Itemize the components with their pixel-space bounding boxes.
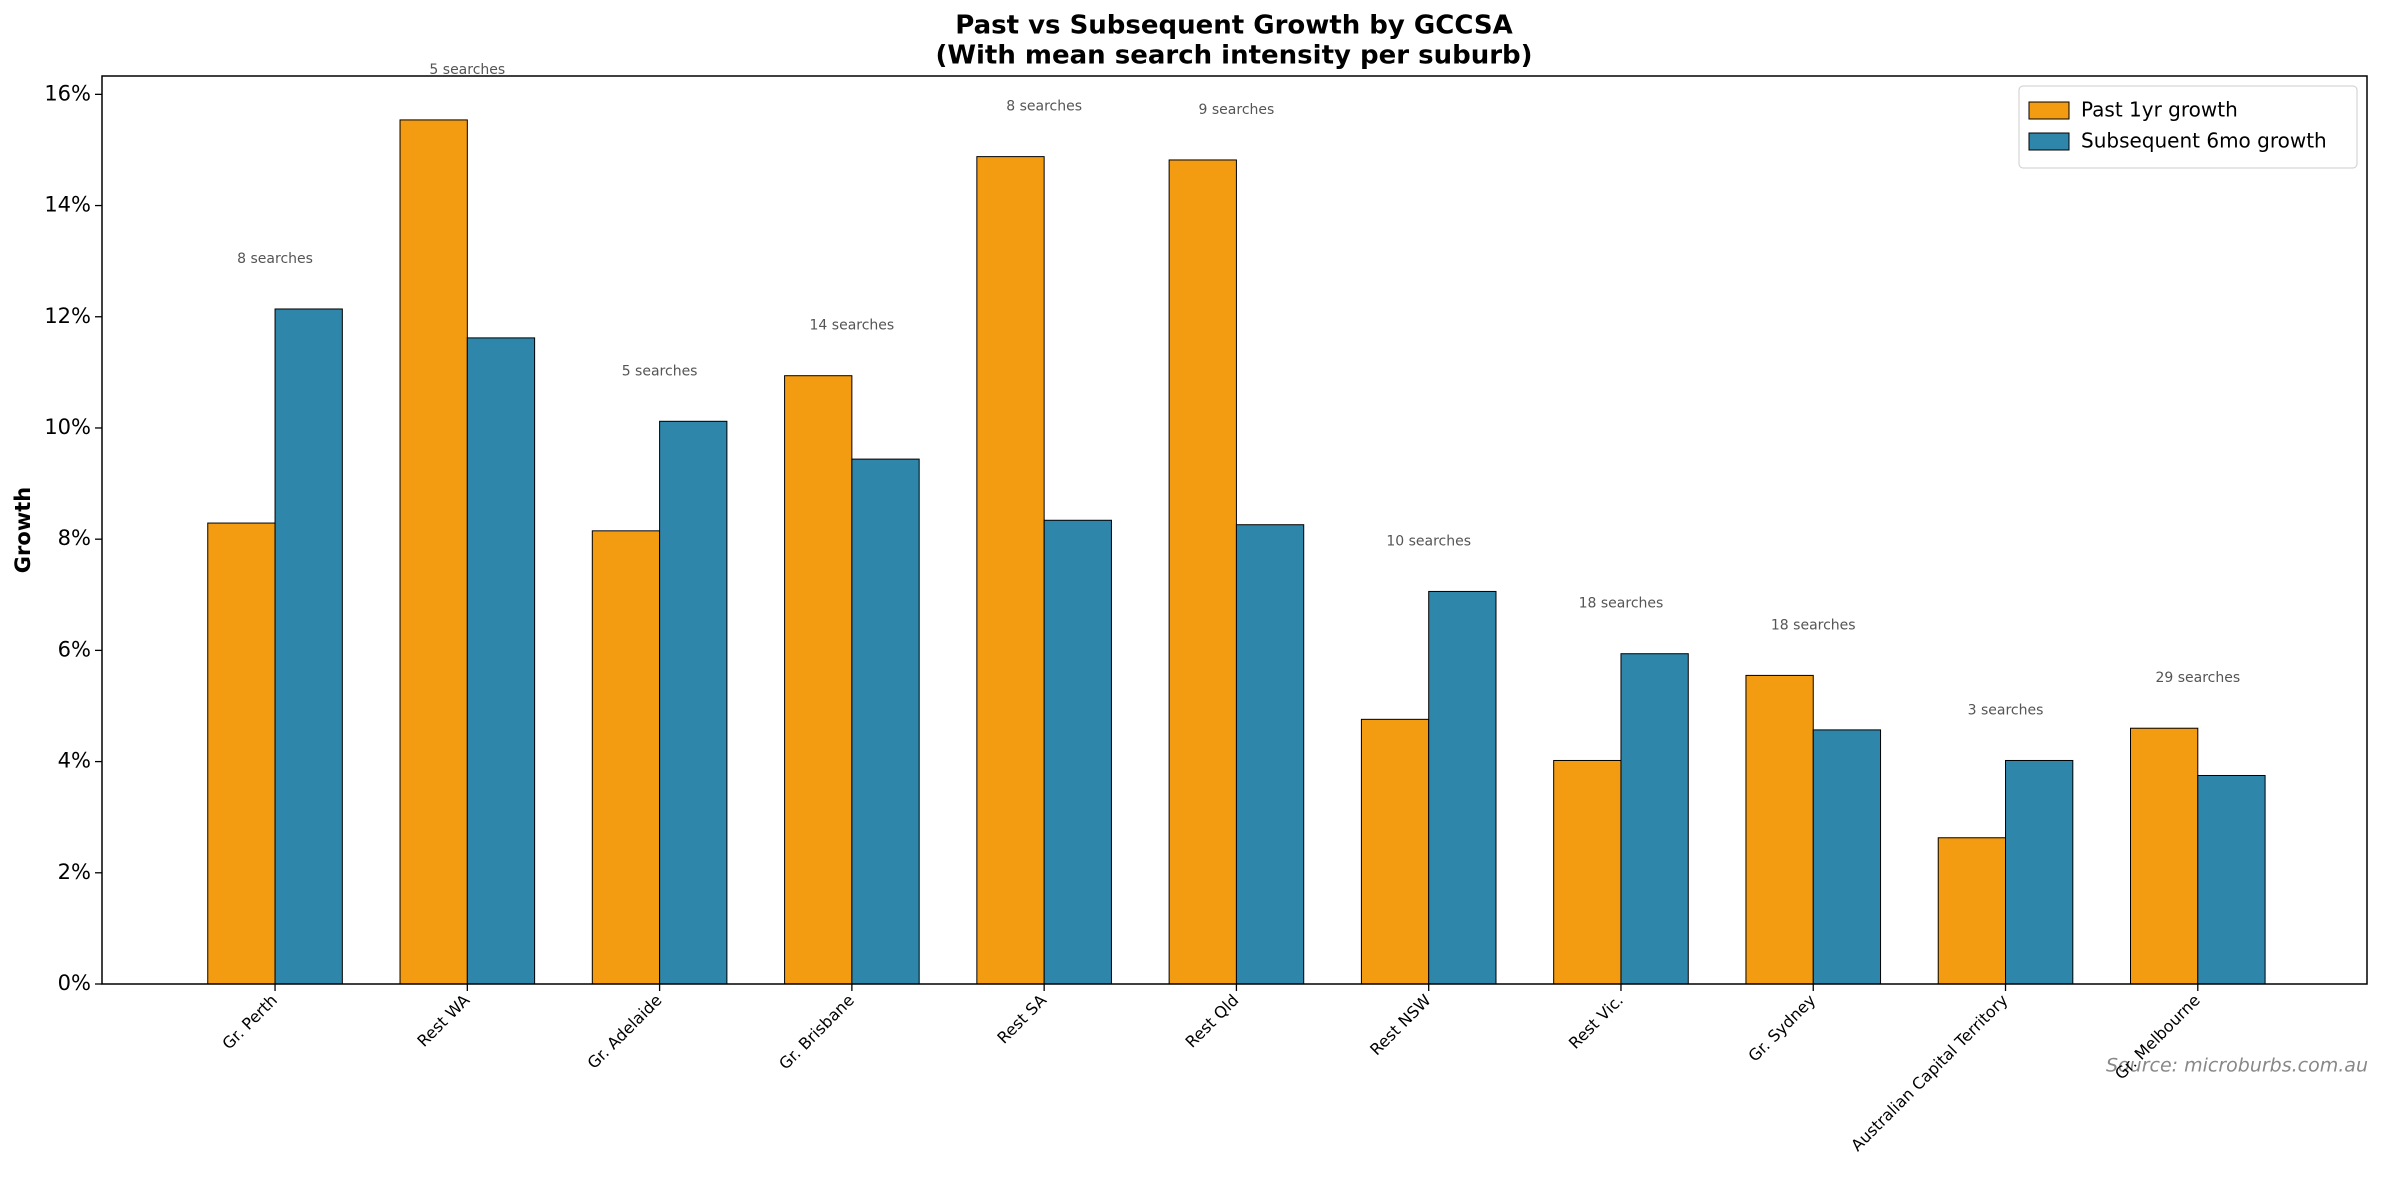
annotation: 3 searches — [1968, 702, 2044, 718]
bar — [2130, 727, 2199, 985]
bar — [1360, 718, 1430, 985]
bar — [1235, 524, 1305, 985]
annotation: 14 searches — [810, 318, 895, 334]
bar — [1745, 674, 1814, 985]
plot-frame — [101, 75, 2368, 985]
bar — [2197, 774, 2266, 985]
x-tick-label: Rest NSW — [1366, 990, 1435, 1059]
x-tick-label: Gr. Sydney — [1744, 991, 1819, 1066]
bar — [1428, 590, 1497, 985]
annotation: 9 searches — [1199, 102, 1275, 118]
x-tick-label: Rest SA — [993, 991, 1050, 1048]
annotation: 5 searches — [429, 62, 505, 78]
legend-label: Subsequent 6mo growth — [2081, 129, 2327, 153]
x-tick-label: Australian Capital Territory — [1847, 991, 2011, 1155]
bar — [2005, 759, 2074, 985]
bar — [1620, 653, 1689, 985]
x-tick-label: Gr. Adelaide — [584, 991, 666, 1073]
annotation: 8 searches — [1006, 99, 1082, 115]
annotation: 29 searches — [2155, 670, 2240, 686]
legend-swatch — [2028, 132, 2070, 151]
y-tick-label: 8% — [58, 526, 91, 550]
y-tick-label: 6% — [58, 637, 91, 661]
bar — [784, 375, 853, 985]
y-tick-label: 10% — [44, 415, 91, 439]
bar — [466, 337, 536, 985]
bar — [1812, 729, 1882, 985]
bar — [207, 522, 276, 985]
x-tick-label: Gr. Brisbane — [775, 991, 858, 1074]
y-tick-label: 14% — [44, 193, 91, 217]
x-tick-label: Rest WA — [413, 991, 473, 1051]
bar — [274, 308, 343, 985]
y-tick-label: 0% — [58, 971, 91, 995]
annotation: 18 searches — [1771, 617, 1856, 633]
y-tick-label: 2% — [58, 860, 91, 884]
bar — [851, 458, 920, 985]
legend-label: Past 1yr growth — [2081, 98, 2238, 122]
y-tick-label: 12% — [44, 304, 91, 328]
annotation: 5 searches — [622, 363, 698, 379]
chart-title: Past vs Subsequent Growth by GCCSA — [955, 11, 1513, 41]
bar — [1937, 837, 2007, 985]
y-axis-label: Growth — [11, 487, 35, 573]
legend-swatch — [2028, 101, 2070, 120]
x-tick-label: Rest Qld — [1182, 991, 1243, 1052]
bar — [399, 119, 468, 985]
legend: Past 1yr growth Subsequent 6mo growth — [2018, 85, 2358, 169]
annotation: 10 searches — [1386, 533, 1471, 549]
annotation: 18 searches — [1579, 596, 1664, 612]
bar — [976, 156, 1045, 985]
bar — [1043, 519, 1112, 985]
source-note: Source: microburbs.com.au — [2106, 1055, 2368, 1077]
x-tick-label: Rest Vic. — [1565, 991, 1627, 1053]
x-tick-label: Gr. Perth — [218, 991, 281, 1054]
legend-frame — [2018, 85, 2358, 169]
bar — [1168, 159, 1237, 985]
chart-subtitle: (With mean search intensity per suburb) — [935, 41, 1532, 71]
bar — [591, 530, 661, 985]
y-tick-label: 4% — [58, 749, 91, 773]
annotation: 8 searches — [237, 251, 313, 267]
y-tick-label: 16% — [44, 81, 91, 105]
bar — [659, 420, 728, 985]
bar — [1553, 759, 1622, 985]
